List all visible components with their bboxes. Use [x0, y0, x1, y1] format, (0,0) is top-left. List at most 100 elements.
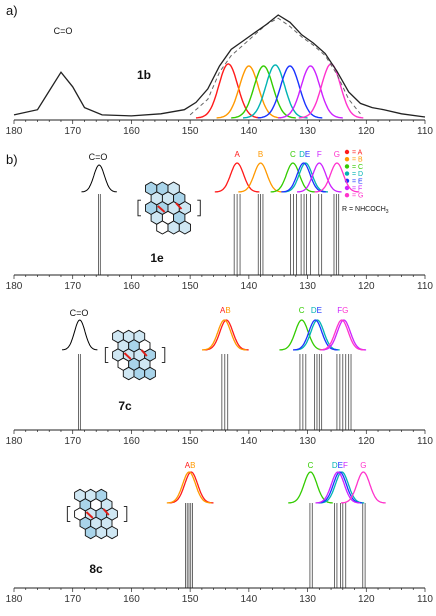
spectrum-1e-tick-label: 180: [6, 281, 23, 292]
spectrum-8c-tick-label: 120: [358, 594, 375, 605]
spectrum-8c-tick-label: 170: [64, 594, 81, 605]
spectrum-7c-peak-label: DE: [311, 306, 322, 315]
legend-dot-G: [344, 193, 350, 198]
spectrum-7c-tick-label: 120: [358, 436, 375, 447]
panel-a-tick-label: 150: [182, 126, 199, 137]
spectrum-1e: A B C DE F G 180 170 160 150 140 130 120 110: [6, 150, 434, 292]
mol-8c-ring: [95, 488, 108, 503]
spectrum-8c-peak-C: [288, 471, 333, 504]
spectrum-1e-compound-label: 1e: [150, 251, 164, 265]
panel-a-tick-label: 140: [241, 126, 258, 137]
spectrum-1e-peak-D: [283, 162, 328, 193]
legend-dot-C: [344, 164, 350, 169]
spectrum-7c-tick-label: 150: [182, 436, 199, 447]
spectrum-8c-peak-E: [317, 471, 363, 504]
spectrum-8c-peak-D: [319, 471, 365, 504]
spectrum-7c-peak-label: C: [299, 306, 305, 315]
spectrum-8c-tick-label: 130: [299, 594, 316, 605]
legend-letter-E: = E: [352, 178, 363, 185]
r-group-label: R = NHCOCH3: [342, 206, 389, 215]
spectrum-7c-co-peak: [62, 319, 98, 351]
spectrum-7c-compound-label: 7c: [118, 399, 132, 413]
spectrum-7c-peak-B: [202, 319, 247, 351]
spectrum-8c-peak-B: [166, 471, 212, 504]
mol-1e-ring: [145, 181, 158, 196]
spectrum-1e-peak-G: [314, 162, 360, 193]
panel-a-experimental-line: [13, 14, 426, 118]
spectrum-1e-co-label: C=O: [89, 152, 108, 162]
spectrum-1e-peak-C: [270, 162, 316, 193]
legend-letter-G: = G: [352, 193, 363, 200]
spectrum-1e-tick-label: 160: [123, 281, 140, 292]
mol-8c-left-bracket: [66, 506, 71, 522]
spectrum-1e-peak-E: [281, 162, 326, 193]
spectrum-1e-peak-label: G: [334, 150, 340, 159]
legend-letter-F: = F: [352, 186, 362, 193]
spectrum-7c: AB C DE FG 180 170 160 150 140 130 120 110: [6, 306, 434, 447]
spectrum-1e-peak-label: C: [290, 150, 296, 159]
mol-7c-ring: [133, 329, 146, 344]
legend-letter-C: = C: [352, 164, 363, 171]
spectrum-7c-peak-label: AB: [220, 306, 231, 315]
panel-a-tick-label: 160: [123, 126, 140, 137]
molecule-1e-structure: [137, 181, 201, 235]
panel-a-component-D: [242, 64, 308, 119]
spectrum-7c-co-label: C=O: [70, 308, 89, 318]
spectrum-8c-peak-label: DEF: [332, 461, 348, 470]
spectrum-7c-peak-D: [295, 319, 340, 351]
mol-7c-highlight-bond: [140, 349, 148, 357]
mol-8c-highlight-bond: [102, 508, 110, 516]
legend-dot-F: [344, 185, 350, 191]
spectrum-8c-tick-label: 180: [6, 594, 23, 605]
spectrum-7c-peak-A: [204, 319, 249, 351]
panel-a-spectrum: 180 170 160 150 140 130 120 110: [6, 14, 433, 137]
spectrum-8c-peak-label: C: [308, 461, 314, 470]
spectrum-7c-tick-label: 160: [123, 436, 140, 447]
mol-1e-ring: [167, 220, 180, 235]
panel-a-tick-label: 110: [417, 126, 433, 137]
mol-8c-ring: [84, 525, 97, 540]
panel-a-tick-label: 130: [299, 126, 316, 137]
legend-dot-A: [344, 149, 350, 155]
panel-a-tick-label: 180: [6, 126, 23, 137]
mol-8c-ring: [95, 525, 108, 540]
panel-b-label: b): [6, 152, 18, 167]
spectrum-1e-co-peak: [81, 164, 117, 193]
mol-1e-right-bracket: [197, 199, 201, 217]
mol-1e-ring: [178, 220, 191, 235]
spectrum-8c-peak-G: [341, 471, 386, 504]
mol-1e-left-bracket: [137, 199, 141, 217]
mol-7c-ring: [122, 329, 135, 344]
spectrum-1e-peak-F: [297, 162, 342, 193]
spectrum-1e-tick-label: 140: [241, 281, 258, 292]
spectrum-1e-tick-label: 110: [417, 281, 433, 292]
spectrum-7c-peak-F: [321, 319, 367, 351]
panel-a-tick-label: 170: [64, 126, 81, 137]
spectrum-7c-peak-E: [293, 319, 338, 351]
mol-7c-highlight-bond: [123, 352, 132, 360]
mol-7c-left-bracket: [104, 347, 109, 363]
mol-7c-ring: [144, 366, 156, 381]
molecule-7c-structure: [104, 329, 166, 381]
spectrum-8c-peak-label: G: [360, 461, 366, 470]
mol-1e-ring: [167, 181, 180, 196]
panel-a-component-B: [216, 65, 282, 119]
spectrum-8c-peak-F: [315, 471, 361, 504]
mol-8c-ring: [106, 525, 118, 540]
panel-a-tick-label: 120: [358, 126, 375, 137]
panel-a-component-F: [278, 65, 343, 119]
legend-dot-D: [344, 171, 350, 176]
spectrum-8c-tick-label: 110: [417, 594, 433, 605]
spectrum-1e-tick-label: 170: [64, 281, 81, 292]
mol-8c-ring: [84, 488, 97, 503]
mol-1e-ring: [156, 181, 169, 196]
spectrum-7c-tick-label: 130: [299, 436, 316, 447]
spectrum-8c-peak-label: AB: [185, 461, 196, 470]
mol-1e-highlight-bond: [175, 202, 183, 210]
spectrum-7c-peak-label: FG: [337, 306, 348, 315]
spectrum-8c: AB C DEF G 180 170 160 150 140 130 120 110: [6, 461, 434, 605]
mol-8c-highlight-bond: [85, 511, 94, 519]
spectrum-8c-tick-label: 160: [123, 594, 140, 605]
legend-letter-B: = B: [352, 157, 363, 164]
panel-a-label: a): [6, 3, 18, 18]
